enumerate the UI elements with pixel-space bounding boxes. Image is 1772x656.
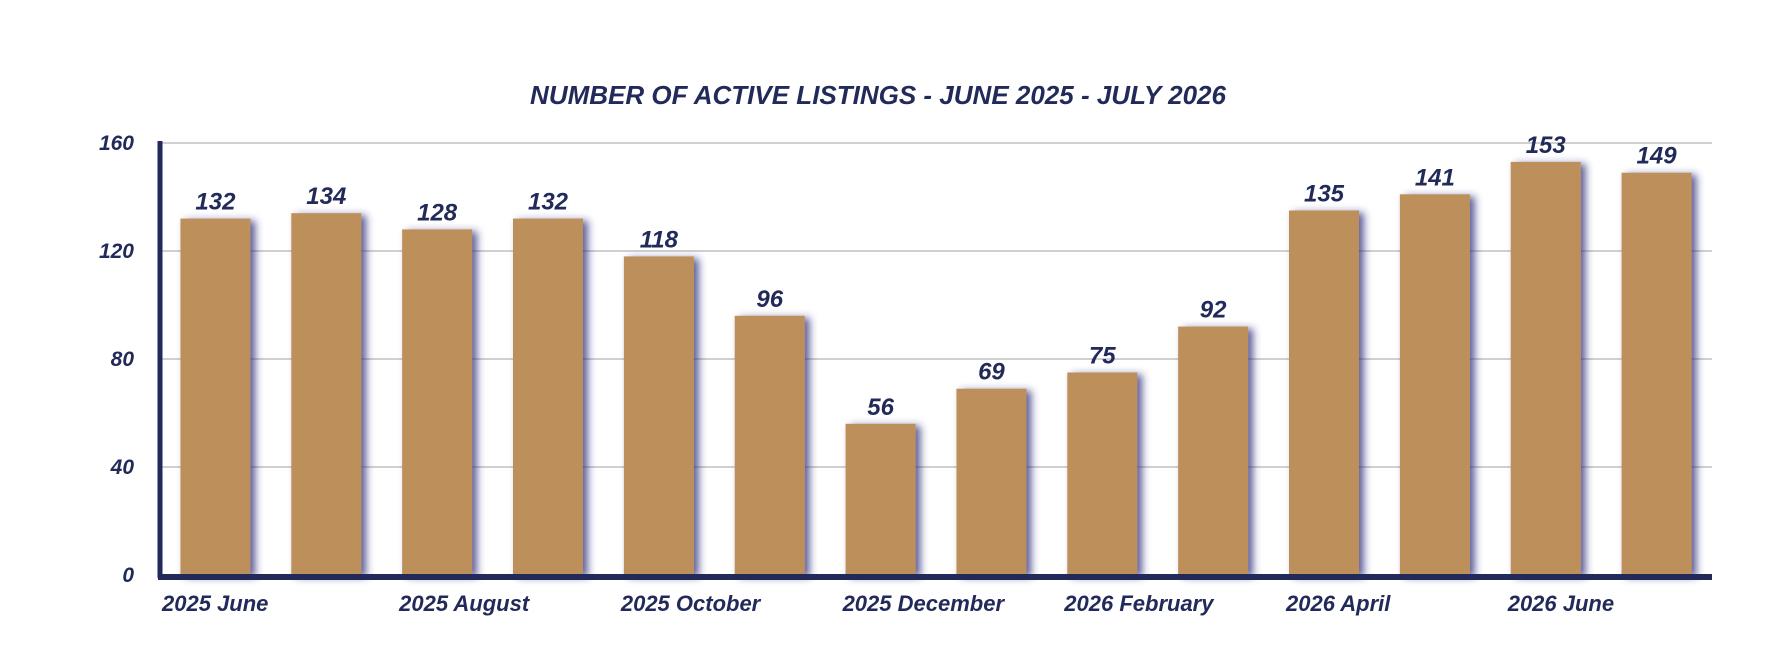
bar [1399, 194, 1470, 576]
x-tick-label: 2026 June [1507, 591, 1614, 616]
data-label: 149 [1637, 143, 1678, 170]
bar [734, 315, 805, 575]
y-tick-label: 120 [99, 240, 134, 263]
x-tick-label: 2025 December [842, 591, 1006, 616]
data-label: 141 [1415, 164, 1455, 191]
y-tick-label: 160 [99, 132, 134, 155]
bar [1621, 172, 1692, 575]
data-label: 134 [306, 183, 346, 210]
data-label: 135 [1304, 181, 1345, 208]
y-tick-label: 0 [122, 564, 134, 587]
y-tick-label: 40 [110, 456, 135, 479]
bar [513, 218, 583, 575]
x-axis-ticks: 2025 June 2025 August 2025 October 2025 Dec… [161, 591, 1614, 616]
data-label: 153 [1526, 132, 1567, 159]
data-label: 92 [1200, 297, 1227, 324]
bar [1289, 210, 1359, 575]
data-label: 128 [417, 199, 458, 226]
data-label: 96 [756, 286, 783, 313]
bar [402, 229, 473, 575]
x-tick-label: 2025 August [398, 591, 531, 616]
gridlines [160, 142, 1712, 468]
bar [180, 218, 251, 575]
bar [291, 213, 362, 575]
x-tick-label: 2025 June [161, 591, 268, 616]
data-label: 132 [528, 189, 569, 216]
axes [157, 141, 1712, 580]
data-label: 69 [978, 359, 1005, 386]
data-label: 75 [1089, 343, 1116, 370]
y-axis-ticks: 0 40 80 120 160 [99, 132, 134, 587]
value-labels: 132 134 128 132 118 96 56 69 75 92 135 141 153 149 [195, 132, 1677, 421]
bar [623, 256, 694, 575]
bar [1067, 372, 1138, 575]
bar [1178, 326, 1249, 575]
chart-title: NUMBER OF ACTIVE LISTINGS - JUNE 2025 - … [530, 80, 1226, 110]
bar [845, 423, 916, 575]
data-label: 56 [867, 394, 894, 421]
y-tick-label: 80 [111, 348, 135, 371]
bar [956, 388, 1027, 575]
x-tick-label: 2026 April [1285, 591, 1391, 616]
bar [1510, 161, 1581, 575]
data-label: 132 [195, 189, 236, 216]
x-tick-label: 2026 February [1063, 591, 1215, 616]
data-label: 118 [640, 226, 679, 253]
x-tick-label: 2025 October [620, 591, 762, 616]
bars [180, 161, 1692, 576]
